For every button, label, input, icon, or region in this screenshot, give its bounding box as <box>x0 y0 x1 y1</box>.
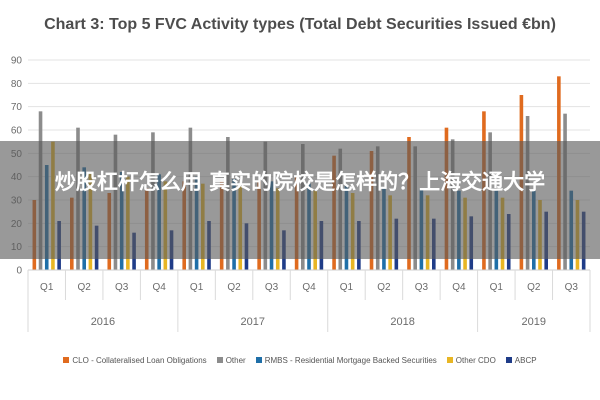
year-label: 2018 <box>390 316 414 328</box>
chart-legend: CLO - Collateralised Loan Obligations Oth… <box>0 352 600 368</box>
legend-label: Other CDO <box>455 355 496 365</box>
x-tick-label: Q2 <box>227 282 241 293</box>
year-label: 2017 <box>241 316 265 328</box>
x-tick-label: Q1 <box>490 282 504 293</box>
legend-label: ABCP <box>514 355 537 365</box>
y-tick-label: 0 <box>16 266 22 277</box>
overlay-banner-text: 炒股杠杆怎么用 真实的院校是怎样的？上海交通大学 <box>54 170 546 194</box>
legend-label: RMBS - Residential Mortgage Backed Secur… <box>264 355 437 365</box>
x-tick-label: Q1 <box>40 282 54 293</box>
chart-title: Chart 3: Top 5 FVC Activity types (Total… <box>44 16 556 33</box>
legend-swatch <box>446 357 453 363</box>
legend-swatch <box>63 357 70 363</box>
legend-item: Other <box>216 355 246 365</box>
y-tick-label: 90 <box>11 56 23 67</box>
x-tick-label: Q3 <box>565 282 579 293</box>
legend-label: CLO - Collateralised Loan Obligations <box>72 355 207 365</box>
legend-swatch <box>505 357 512 363</box>
x-tick-label: Q1 <box>340 282 354 293</box>
legend-label: Other <box>225 355 246 365</box>
legend-swatch <box>255 357 262 363</box>
x-tick-label: Q4 <box>152 282 166 293</box>
year-label: 2016 <box>91 316 115 328</box>
y-tick-label: 70 <box>11 102 23 113</box>
x-tick-label: Q3 <box>265 282 279 293</box>
legend-swatch <box>216 357 223 363</box>
x-tick-label: Q3 <box>415 282 429 293</box>
overlay-banner <box>0 141 600 259</box>
legend-item: RMBS - Residential Mortgage Backed Secur… <box>255 355 437 365</box>
legend-item: Other CDO <box>446 355 496 365</box>
legend-item: CLO - Collateralised Loan Obligations <box>63 355 207 365</box>
x-tick-label: Q3 <box>115 282 129 293</box>
x-tick-label: Q2 <box>78 282 92 293</box>
legend-item: ABCP <box>505 355 537 365</box>
x-tick-label: Q4 <box>302 282 316 293</box>
x-axis: Q1 Q2 Q3 Q4 Q1 Q2 Q3 Q4 Q1 Q2 Q3 Q4 Q1 Q2 Q3 2016 2017 20… <box>27 269 591 332</box>
x-tick-label: Q2 <box>377 282 391 293</box>
x-tick-label: Q2 <box>527 282 541 293</box>
x-tick-label: Q1 <box>190 282 204 293</box>
y-tick-label: 80 <box>11 79 23 90</box>
year-label: 2019 <box>522 316 546 328</box>
y-tick-label: 60 <box>11 126 23 137</box>
x-tick-label: Q4 <box>452 282 466 293</box>
